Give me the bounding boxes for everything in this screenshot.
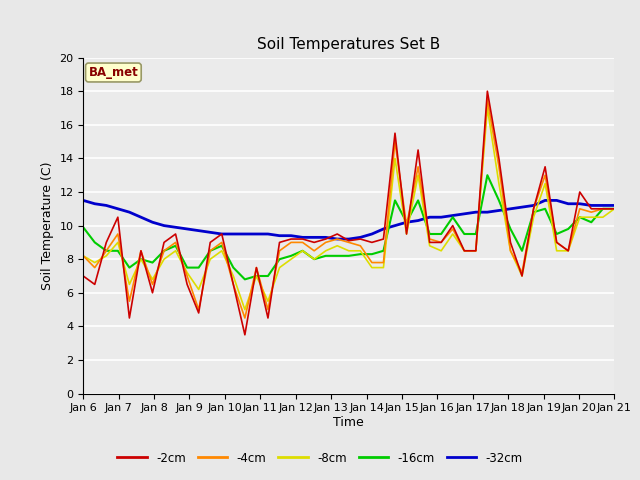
Title: Soil Temperatures Set B: Soil Temperatures Set B xyxy=(257,37,440,52)
Text: BA_met: BA_met xyxy=(88,66,138,79)
Legend: -2cm, -4cm, -8cm, -16cm, -32cm: -2cm, -4cm, -8cm, -16cm, -32cm xyxy=(113,447,527,469)
X-axis label: Time: Time xyxy=(333,416,364,429)
Y-axis label: Soil Temperature (C): Soil Temperature (C) xyxy=(41,161,54,290)
